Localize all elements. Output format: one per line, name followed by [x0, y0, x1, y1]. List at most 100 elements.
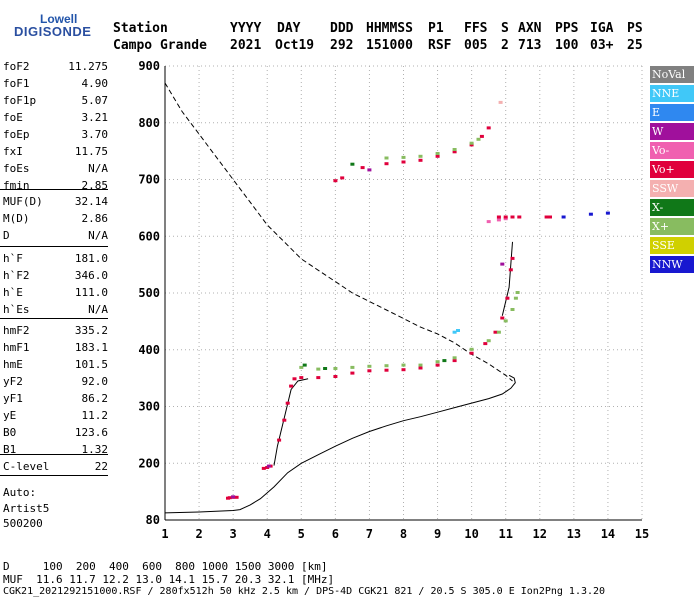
echo-point	[510, 215, 515, 219]
header-value-hhmmss: 151000	[366, 38, 413, 53]
param-name: h`F2	[3, 269, 30, 282]
echo-point	[367, 369, 372, 373]
param-value: 32.14	[74, 195, 108, 208]
param-row: C-level 22	[0, 458, 108, 475]
echo-point	[452, 356, 457, 360]
y-tick-label: 500	[138, 286, 160, 300]
legend-item-x: X-	[650, 199, 694, 216]
param-value: 101.5	[74, 358, 108, 371]
param-name: M(D)	[3, 212, 30, 225]
x-tick-label: 10	[464, 527, 478, 541]
param-row: yF1 86.2	[0, 390, 108, 407]
header-value-ps: 25	[627, 38, 643, 53]
param-row: h`E 111.0	[0, 284, 108, 301]
echo-point	[452, 330, 457, 334]
echo-point	[333, 179, 338, 183]
header-label-p1: P1	[428, 21, 444, 36]
param-row: fxI 11.75	[0, 143, 108, 160]
legend-item-ssw: SSW	[650, 180, 694, 197]
header-value-p1: RSF	[428, 38, 452, 53]
echo-point	[503, 319, 508, 323]
auto-code: 500200	[3, 517, 43, 530]
param-row: MUF(D) 32.14	[0, 193, 108, 210]
param-name: foF2	[3, 60, 30, 73]
param-name: MUF(D)	[3, 195, 43, 208]
param-value: 92.0	[81, 375, 109, 388]
echo-point	[266, 464, 271, 468]
echo-point	[548, 215, 552, 219]
echo-point	[503, 215, 508, 219]
footer-muf-line: MUF 11.6 11.7 12.2 13.0 14.1 15.7 20.3 3…	[3, 573, 335, 586]
echo-point	[299, 365, 304, 369]
echo-point	[277, 438, 282, 442]
param-row: D N/A	[0, 227, 108, 244]
f2-trace-curve	[501, 241, 513, 316]
param-value: 3.21	[81, 111, 109, 124]
echo-point	[496, 218, 501, 222]
param-value: N/A	[88, 303, 108, 316]
echo-point	[486, 339, 491, 343]
header-value-ddd: 292	[330, 38, 354, 53]
echo-point	[316, 367, 321, 371]
param-separator	[0, 475, 108, 476]
echo-point	[292, 377, 297, 381]
y-tick-label: 600	[138, 229, 160, 243]
param-row: fmin 2.85	[0, 177, 108, 194]
echo-point	[401, 368, 406, 372]
echo-point	[360, 166, 365, 170]
echo-point	[289, 384, 294, 388]
echo-point	[496, 215, 501, 219]
y-tick-label: 900	[138, 59, 160, 73]
echo-point	[486, 126, 491, 130]
param-row: foF1p 5.07	[0, 92, 108, 109]
echo-point	[510, 256, 515, 260]
auto-label: Auto:	[3, 486, 37, 499]
param-row: foEs N/A	[0, 160, 108, 177]
param-value: 111.0	[74, 286, 108, 299]
echo-point	[456, 329, 460, 332]
echo-point	[588, 212, 593, 216]
param-name: hmF2	[3, 324, 30, 337]
param-row: foF1 4.90	[0, 75, 108, 92]
echo-point	[418, 363, 423, 367]
param-value: 1.32	[81, 443, 109, 456]
y-tick-label: 400	[138, 343, 160, 357]
x-tick-label: 7	[366, 527, 373, 541]
echo-point	[544, 215, 549, 219]
param-name: foE	[3, 111, 23, 124]
legend-item-sse: SSE	[650, 237, 694, 254]
echo-point	[500, 316, 505, 320]
echo-point	[384, 162, 389, 166]
echo-point	[401, 160, 406, 164]
header-label-ffs: FFS	[464, 21, 488, 36]
param-name: D	[3, 229, 10, 242]
param-name: hmE	[3, 358, 23, 371]
param-name: fmin	[3, 179, 30, 192]
echo-point	[503, 217, 508, 221]
param-separator	[0, 454, 108, 455]
echo-point	[418, 154, 423, 158]
x-tick-label: 11	[498, 527, 512, 541]
echo-point	[505, 296, 510, 300]
echo-point	[452, 359, 457, 363]
echo-point	[231, 495, 236, 499]
auto-software: Artist5	[3, 502, 50, 515]
echo-point	[469, 141, 474, 145]
param-row: foE 3.21	[0, 109, 108, 126]
echo-point	[483, 342, 488, 346]
echo-point	[476, 137, 481, 141]
echo-point	[418, 366, 423, 370]
param-value: 2.86	[81, 212, 109, 225]
echo-point	[435, 154, 440, 158]
y-tick-label: 300	[138, 400, 160, 414]
param-value: 2.85	[81, 179, 109, 192]
echo-point	[496, 330, 501, 334]
legend-item-e: E	[650, 104, 694, 121]
echo-point	[442, 359, 447, 363]
echo-point	[384, 368, 389, 372]
header-value-yyyy: 2021	[230, 38, 262, 53]
header-value-iga: 03+	[590, 38, 614, 53]
echo-point	[469, 351, 474, 355]
param-row: foEp 3.70	[0, 126, 108, 143]
legend-item-x: X+	[650, 218, 694, 235]
